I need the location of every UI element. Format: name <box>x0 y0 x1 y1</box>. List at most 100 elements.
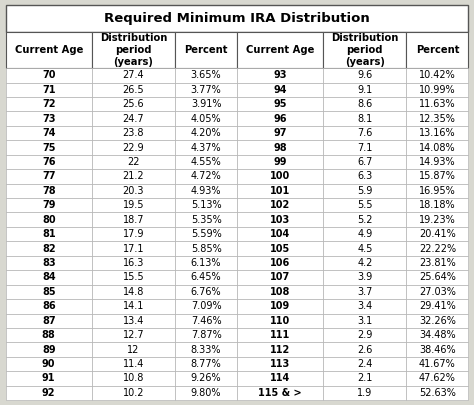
Text: 72: 72 <box>42 99 55 109</box>
Text: 4.20%: 4.20% <box>191 128 221 138</box>
Text: 114: 114 <box>270 373 290 384</box>
Text: 2.9: 2.9 <box>357 330 373 340</box>
Text: 109: 109 <box>270 301 290 311</box>
Text: 110: 110 <box>270 316 290 326</box>
Text: 89: 89 <box>42 345 55 355</box>
Bar <box>175 241 237 256</box>
Bar <box>6 357 92 371</box>
Text: Current Age: Current Age <box>15 45 83 55</box>
Bar <box>406 386 468 400</box>
Text: 14.8: 14.8 <box>123 287 144 297</box>
Text: 3.65%: 3.65% <box>191 70 221 80</box>
Bar <box>323 270 406 285</box>
Text: 3.4: 3.4 <box>357 301 373 311</box>
Text: 3.1: 3.1 <box>357 316 373 326</box>
Bar <box>406 198 468 213</box>
Bar <box>237 32 323 68</box>
Bar <box>175 386 237 400</box>
Text: 10.99%: 10.99% <box>419 85 456 95</box>
Text: 18.18%: 18.18% <box>419 200 456 210</box>
Text: Current Age: Current Age <box>246 45 314 55</box>
Bar <box>406 83 468 97</box>
Bar <box>406 313 468 328</box>
Text: 13.16%: 13.16% <box>419 128 456 138</box>
Text: 4.55%: 4.55% <box>191 157 221 167</box>
Bar <box>175 198 237 213</box>
Text: 23.81%: 23.81% <box>419 258 456 268</box>
Text: 93: 93 <box>273 70 287 80</box>
Text: 8.77%: 8.77% <box>191 359 221 369</box>
Text: 17.1: 17.1 <box>123 243 144 254</box>
Text: 4.2: 4.2 <box>357 258 373 268</box>
Bar <box>237 285 323 299</box>
Text: 7.87%: 7.87% <box>191 330 221 340</box>
Bar <box>237 68 323 83</box>
Text: Required Minimum IRA Distribution: Required Minimum IRA Distribution <box>104 12 370 25</box>
Text: 84: 84 <box>42 273 55 282</box>
Bar <box>175 111 237 126</box>
Bar <box>323 169 406 183</box>
Bar <box>6 227 92 241</box>
Bar <box>406 97 468 111</box>
Bar <box>175 371 237 386</box>
Bar <box>92 111 175 126</box>
Text: 14.08%: 14.08% <box>419 143 456 153</box>
Text: 3.7: 3.7 <box>357 287 373 297</box>
Text: 98: 98 <box>273 143 287 153</box>
Text: 76: 76 <box>42 157 55 167</box>
Text: 9.1: 9.1 <box>357 85 373 95</box>
Bar <box>323 198 406 213</box>
Text: 85: 85 <box>42 287 55 297</box>
Text: 97: 97 <box>273 128 287 138</box>
Bar <box>237 386 323 400</box>
Bar <box>6 371 92 386</box>
Text: 9.6: 9.6 <box>357 70 373 80</box>
Bar <box>237 270 323 285</box>
Bar <box>323 342 406 357</box>
Text: 16.3: 16.3 <box>123 258 144 268</box>
Bar <box>92 328 175 342</box>
Bar <box>237 256 323 270</box>
Text: 9.80%: 9.80% <box>191 388 221 398</box>
Text: 5.35%: 5.35% <box>191 215 221 225</box>
Text: 75: 75 <box>42 143 55 153</box>
Text: 74: 74 <box>42 128 55 138</box>
Bar <box>323 285 406 299</box>
Bar <box>406 32 468 68</box>
Bar <box>323 97 406 111</box>
Text: 12: 12 <box>127 345 140 355</box>
Bar <box>6 169 92 183</box>
Bar <box>406 371 468 386</box>
Bar <box>406 169 468 183</box>
Text: 15.5: 15.5 <box>123 273 144 282</box>
Bar <box>92 313 175 328</box>
Text: 10.2: 10.2 <box>123 388 144 398</box>
Text: 87: 87 <box>42 316 55 326</box>
Bar <box>406 241 468 256</box>
Text: 5.59%: 5.59% <box>191 229 221 239</box>
Bar <box>175 68 237 83</box>
Bar <box>237 213 323 227</box>
Bar <box>6 111 92 126</box>
Text: 92: 92 <box>42 388 55 398</box>
Text: 115 & >: 115 & > <box>258 388 302 398</box>
Text: 6.3: 6.3 <box>357 171 373 181</box>
Text: 7.1: 7.1 <box>357 143 373 153</box>
Text: 11.4: 11.4 <box>123 359 144 369</box>
Text: 16.95%: 16.95% <box>419 186 456 196</box>
Bar <box>237 126 323 140</box>
Text: 47.62%: 47.62% <box>419 373 456 384</box>
Text: 17.9: 17.9 <box>123 229 144 239</box>
Bar <box>92 342 175 357</box>
Bar <box>92 198 175 213</box>
Text: 71: 71 <box>42 85 55 95</box>
Text: Distribution
period
(years): Distribution period (years) <box>100 33 167 66</box>
Text: 15.87%: 15.87% <box>419 171 456 181</box>
Bar <box>406 256 468 270</box>
Bar <box>92 68 175 83</box>
Bar <box>6 313 92 328</box>
Bar <box>92 371 175 386</box>
Text: 107: 107 <box>270 273 290 282</box>
Bar <box>237 357 323 371</box>
Text: 90: 90 <box>42 359 55 369</box>
